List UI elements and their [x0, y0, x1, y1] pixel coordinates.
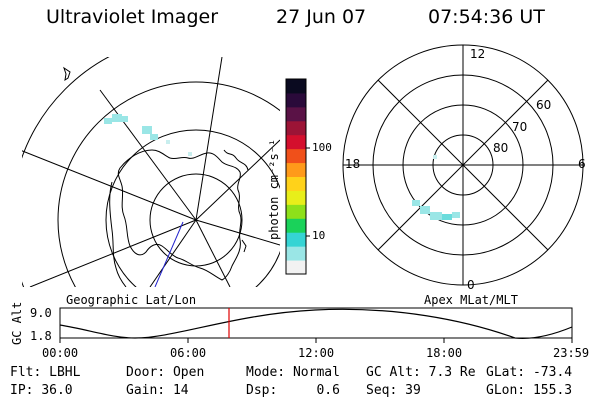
lat-circle-2 — [105, 129, 280, 287]
ip-info: IP: 36.0 — [10, 384, 73, 397]
lon-line — [195, 139, 280, 221]
dsp-label: Dsp: — [246, 383, 278, 398]
color-bar-cell — [286, 148, 306, 164]
lon-line — [29, 219, 197, 287]
mlt-labels: 12 18 6 0 60 70 80 — [345, 47, 586, 292]
left-panel-caption: Geographic Lat/Lon — [66, 293, 196, 307]
header-date: 27 Jun 07 — [276, 6, 367, 28]
lat-circle-inner — [149, 173, 243, 267]
glat-info: GLat: -73.4 — [486, 366, 572, 379]
mlat-mlt-plot — [342, 44, 584, 286]
color-bar-tick-label: 100 — [312, 141, 332, 154]
color-bar-cell — [286, 92, 306, 108]
color-bar-tick-label: 10 — [312, 229, 325, 242]
coastline — [117, 149, 242, 281]
altitude-ymin-label: 1.8 — [30, 329, 52, 343]
color-bar: 100 10 photon cm⁻²s⁻¹ — [267, 78, 332, 275]
color-bar-frame — [285, 78, 307, 275]
coastline-inner — [109, 181, 127, 287]
lon-line — [195, 219, 231, 287]
mlt-label-6: 6 — [578, 157, 586, 171]
altitude-axis-label: GC Alt — [10, 302, 24, 345]
altitude-curve — [59, 308, 573, 339]
mlat-label-80: 80 — [493, 141, 508, 155]
mode-value: Normal — [292, 365, 340, 380]
time-label: 12:00 — [298, 346, 334, 360]
color-bar-cell — [286, 232, 306, 247]
altitude-strip-frame — [59, 307, 573, 339]
geographic-map — [22, 57, 280, 287]
color-bar-cell — [286, 176, 306, 191]
header-time: 07:54:36 UT — [428, 6, 545, 28]
peninsula — [223, 149, 249, 253]
color-bar-cell — [286, 218, 306, 233]
gcalt-value: 7.3 Re — [428, 365, 476, 380]
altitude-ymax-label: 9.0 — [30, 306, 52, 320]
mode-info: Mode: Normal — [246, 366, 340, 379]
seq-value: 39 — [405, 383, 421, 398]
color-bar-cell — [286, 162, 306, 177]
seq-info: Seq: 39 — [366, 384, 421, 397]
gain-label: Gain: — [126, 383, 166, 398]
glat-value: -73.4 — [532, 365, 573, 380]
color-bar-unit-label: photon cm⁻²s⁻¹ — [267, 139, 281, 240]
filter-info: Flt: LBHL — [10, 366, 80, 379]
ip-label: IP: — [10, 383, 34, 398]
lon-line — [149, 219, 197, 287]
door-value: Open — [172, 365, 205, 380]
gain-value: 14 — [172, 383, 189, 398]
aurora-emission — [104, 114, 192, 156]
color-bar-cell — [286, 79, 306, 94]
filter-label: Flt: — [10, 365, 42, 380]
dsp-info: Dsp: 0.6 — [246, 384, 340, 397]
time-label: 23:59 — [553, 346, 589, 360]
seq-label: Seq: — [366, 383, 398, 398]
mlt-label-18: 18 — [345, 157, 360, 171]
color-bar-cell — [286, 134, 306, 150]
mlt-label-0: 0 — [467, 278, 475, 292]
glon-value: 155.3 — [532, 383, 573, 398]
lon-line — [22, 150, 197, 221]
gcalt-info: GC Alt: 7.3 Re — [366, 366, 476, 379]
mode-label: Mode: — [246, 365, 286, 380]
time-label: 18:00 — [426, 346, 462, 360]
color-bar-cell — [286, 106, 306, 122]
altitude-strip: GC Alt 9.0 1.8 00:00 06:00 12:00 18:00 2… — [10, 302, 589, 360]
mlat-label-70: 70 — [512, 120, 527, 134]
time-label: 00:00 — [42, 346, 78, 360]
glon-info: GLon: 155.3 — [486, 384, 572, 397]
instrument-title: Ultraviolet Imager — [46, 6, 219, 28]
lon-line — [99, 89, 197, 221]
lon-line — [195, 219, 280, 246]
right-panel-caption: Apex MLat/MLT — [424, 293, 518, 307]
mlt-diagonal — [377, 79, 549, 251]
lat-circle-3 — [57, 81, 280, 287]
color-bar-cell — [286, 190, 306, 205]
color-bar-cell — [286, 246, 306, 261]
aurora-emission-mlt — [412, 155, 460, 220]
glon-label: GLon: — [486, 383, 526, 398]
lon-line — [195, 57, 223, 221]
mlt-label-12: 12 — [470, 47, 485, 61]
time-label: 06:00 — [170, 346, 206, 360]
dsp-value: 0.6 — [316, 383, 340, 398]
mlat-label-60: 60 — [536, 98, 551, 112]
ip-value: 36.0 — [41, 383, 73, 398]
filter-value: LBHL — [49, 365, 81, 380]
door-info: Door: Open — [126, 366, 204, 379]
color-bar-cell — [286, 260, 306, 275]
coastline-island — [63, 66, 71, 82]
gcalt-label: GC Alt: — [366, 365, 421, 380]
glat-label: GLat: — [486, 365, 526, 380]
color-bar-cell — [286, 120, 306, 136]
time-ticks — [59, 338, 573, 343]
door-label: Door: — [126, 365, 166, 380]
ground-track — [154, 221, 184, 287]
gain-info: Gain: 14 — [126, 384, 189, 397]
color-bar-cell — [286, 204, 306, 219]
